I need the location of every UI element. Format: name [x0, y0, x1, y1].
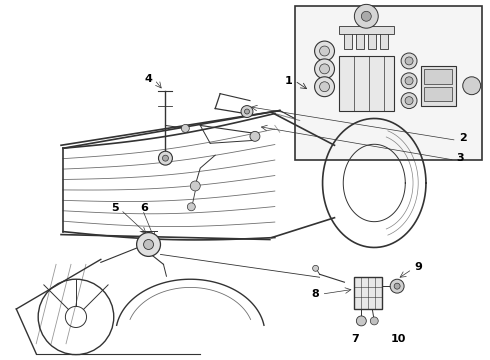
Bar: [368, 31, 376, 49]
Bar: [340, 26, 394, 34]
Circle shape: [390, 279, 404, 293]
Circle shape: [319, 46, 329, 56]
Circle shape: [463, 77, 481, 95]
Circle shape: [315, 41, 335, 61]
Bar: [294, 6, 482, 160]
Circle shape: [315, 77, 335, 96]
Text: 5: 5: [111, 203, 119, 213]
Circle shape: [370, 317, 378, 325]
Circle shape: [190, 181, 200, 191]
Text: 10: 10: [391, 334, 407, 344]
Circle shape: [354, 4, 378, 28]
Bar: [340, 56, 394, 111]
Circle shape: [241, 105, 253, 117]
Text: 9: 9: [414, 262, 422, 272]
Circle shape: [401, 53, 417, 69]
Text: 3: 3: [457, 153, 465, 163]
Bar: [344, 31, 352, 49]
Text: 1: 1: [285, 76, 293, 86]
Circle shape: [181, 125, 189, 132]
Bar: [356, 31, 365, 49]
Text: 2: 2: [459, 133, 466, 143]
Circle shape: [405, 57, 413, 65]
Bar: [421, 66, 456, 105]
Circle shape: [405, 77, 413, 85]
Circle shape: [356, 316, 367, 326]
Text: 7: 7: [352, 334, 359, 344]
Bar: [424, 87, 452, 100]
Circle shape: [163, 155, 169, 161]
Bar: [354, 277, 382, 309]
Circle shape: [319, 64, 329, 74]
Circle shape: [313, 265, 318, 271]
Bar: [424, 69, 452, 84]
Text: 8: 8: [312, 289, 319, 299]
Circle shape: [187, 203, 196, 211]
Circle shape: [144, 239, 153, 249]
Circle shape: [401, 93, 417, 109]
Circle shape: [158, 151, 172, 165]
Circle shape: [319, 82, 329, 92]
Circle shape: [137, 233, 161, 256]
Circle shape: [361, 11, 371, 21]
Circle shape: [401, 73, 417, 89]
Bar: [380, 31, 388, 49]
Text: 4: 4: [145, 74, 152, 84]
Circle shape: [405, 96, 413, 105]
Text: 6: 6: [141, 203, 148, 213]
Circle shape: [250, 131, 260, 141]
Circle shape: [245, 109, 249, 114]
Circle shape: [394, 283, 400, 289]
Circle shape: [315, 59, 335, 79]
